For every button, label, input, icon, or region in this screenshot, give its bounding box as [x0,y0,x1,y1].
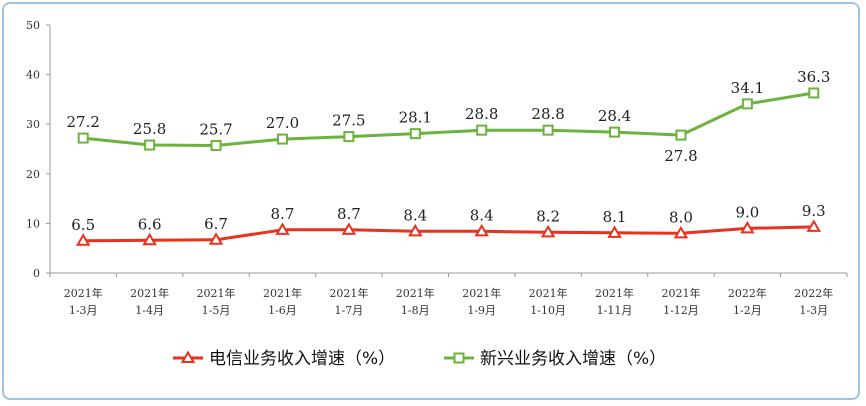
telecom-point-marker [607,225,622,238]
emerging-data-label: 28.1 [399,109,432,127]
telecom-point-marker [740,220,755,234]
emerging-series-line [83,91,815,147]
x-tick-label-period: 1-3月 [799,304,828,317]
x-tick-label-year: 2022年 [794,286,833,300]
emerging-data-label: 28.4 [598,107,631,125]
x-tick-label-period: 1-10月 [530,304,566,317]
x-tick-label-period: 1-8月 [401,304,430,317]
y-tick-label: 20 [26,168,40,181]
telecom-data-label: 8.7 [271,205,295,223]
emerging-point-marker [144,139,156,151]
legend-emerging-marker [453,352,465,364]
emerging-data-label: 25.8 [133,120,166,138]
telecom-point-marker [806,219,822,232]
x-tick-label-year: 2021年 [396,286,435,300]
telecom-point-marker [540,224,556,238]
emerging-data-label: 28.8 [465,105,498,123]
telecom-data-label: 6.5 [71,216,95,234]
y-tick-label: 30 [26,118,40,131]
emerging-data-label: 27.5 [332,112,365,130]
y-tick-label: 10 [26,217,40,230]
telecom-data-label: 6.6 [138,215,162,233]
telecom-point-marker [673,225,689,239]
telecom-data-label: 6.7 [204,215,228,233]
x-tick-label-period: 1-6月 [268,304,297,317]
emerging-data-label: 27.0 [266,114,299,132]
telecom-point-marker [75,233,91,246]
telecom-point-marker [275,222,290,235]
y-tick-label: 0 [33,267,40,280]
x-tick-label-year: 2021年 [197,286,236,300]
emerging-point-marker [808,87,820,99]
x-tick-label-period: 1-7月 [335,304,364,317]
emerging-data-label: 36.3 [797,68,830,86]
telecom-data-label: 8.0 [669,208,693,226]
telecom-point-marker [408,223,423,237]
telecom-point-marker [142,232,157,246]
x-tick-label-year: 2021年 [595,286,634,300]
y-tick-label: 50 [26,19,40,32]
emerging-point-marker [542,124,554,136]
x-tick-label-year: 2021年 [529,286,568,300]
x-tick-label-year: 2021年 [462,286,501,300]
telecom-data-label: 8.1 [603,208,627,226]
telecom-data-label: 8.4 [403,206,427,224]
x-tick-label-period: 1-11月 [597,304,633,317]
emerging-point-marker [276,133,288,145]
emerging-point-marker [675,129,687,141]
emerging-data-label: 25.7 [199,121,232,139]
chart-frame [2,2,860,400]
legend-telecom-marker [180,350,196,363]
x-tick-label-period: 1-12月 [663,304,699,317]
telecom-point-marker [474,223,489,237]
x-tick-label-period: 1-3月 [69,304,98,317]
telecom-data-label: 9.3 [802,202,826,220]
y-tick-label: 40 [26,69,40,82]
emerging-point-marker [476,124,488,136]
telecom-point-marker [341,222,357,235]
emerging-point-marker [77,132,89,144]
x-tick-label-period: 1-9月 [467,304,496,317]
x-tick-label-year: 2021年 [263,286,302,300]
telecom-series-line [83,225,814,243]
telecom-data-label: 9.0 [735,203,759,221]
emerging-point-marker [210,140,222,152]
legend-emerging-label: 新兴业务收入增速（%） [480,349,666,369]
emerging-point-marker [409,128,421,140]
emerging-data-label: 28.8 [531,105,564,123]
legend-telecom-label: 电信业务收入增速（%） [209,349,395,369]
x-tick-label-period: 1-4月 [135,304,164,317]
telecom-point-marker [208,232,224,245]
x-tick-label-year: 2021年 [661,286,700,300]
emerging-data-label: 34.1 [731,79,764,97]
x-tick-label-year: 2021年 [64,286,103,300]
telecom-data-label: 8.7 [337,205,361,223]
telecom-data-label: 8.4 [470,206,494,224]
x-tick-label-period: 1-5月 [202,304,231,317]
emerging-point-marker [741,98,753,110]
telecom-data-label: 8.2 [536,207,560,225]
emerging-point-marker [343,131,355,143]
x-tick-label-year: 2022年 [728,286,767,300]
emerging-data-label: 27.2 [67,113,100,131]
emerging-point-marker [609,126,621,138]
x-tick-label-year: 2021年 [130,286,169,300]
emerging-data-label: 27.8 [664,147,697,165]
x-tick-label-period: 1-2月 [733,304,762,317]
x-tick-label-year: 2021年 [329,286,368,300]
